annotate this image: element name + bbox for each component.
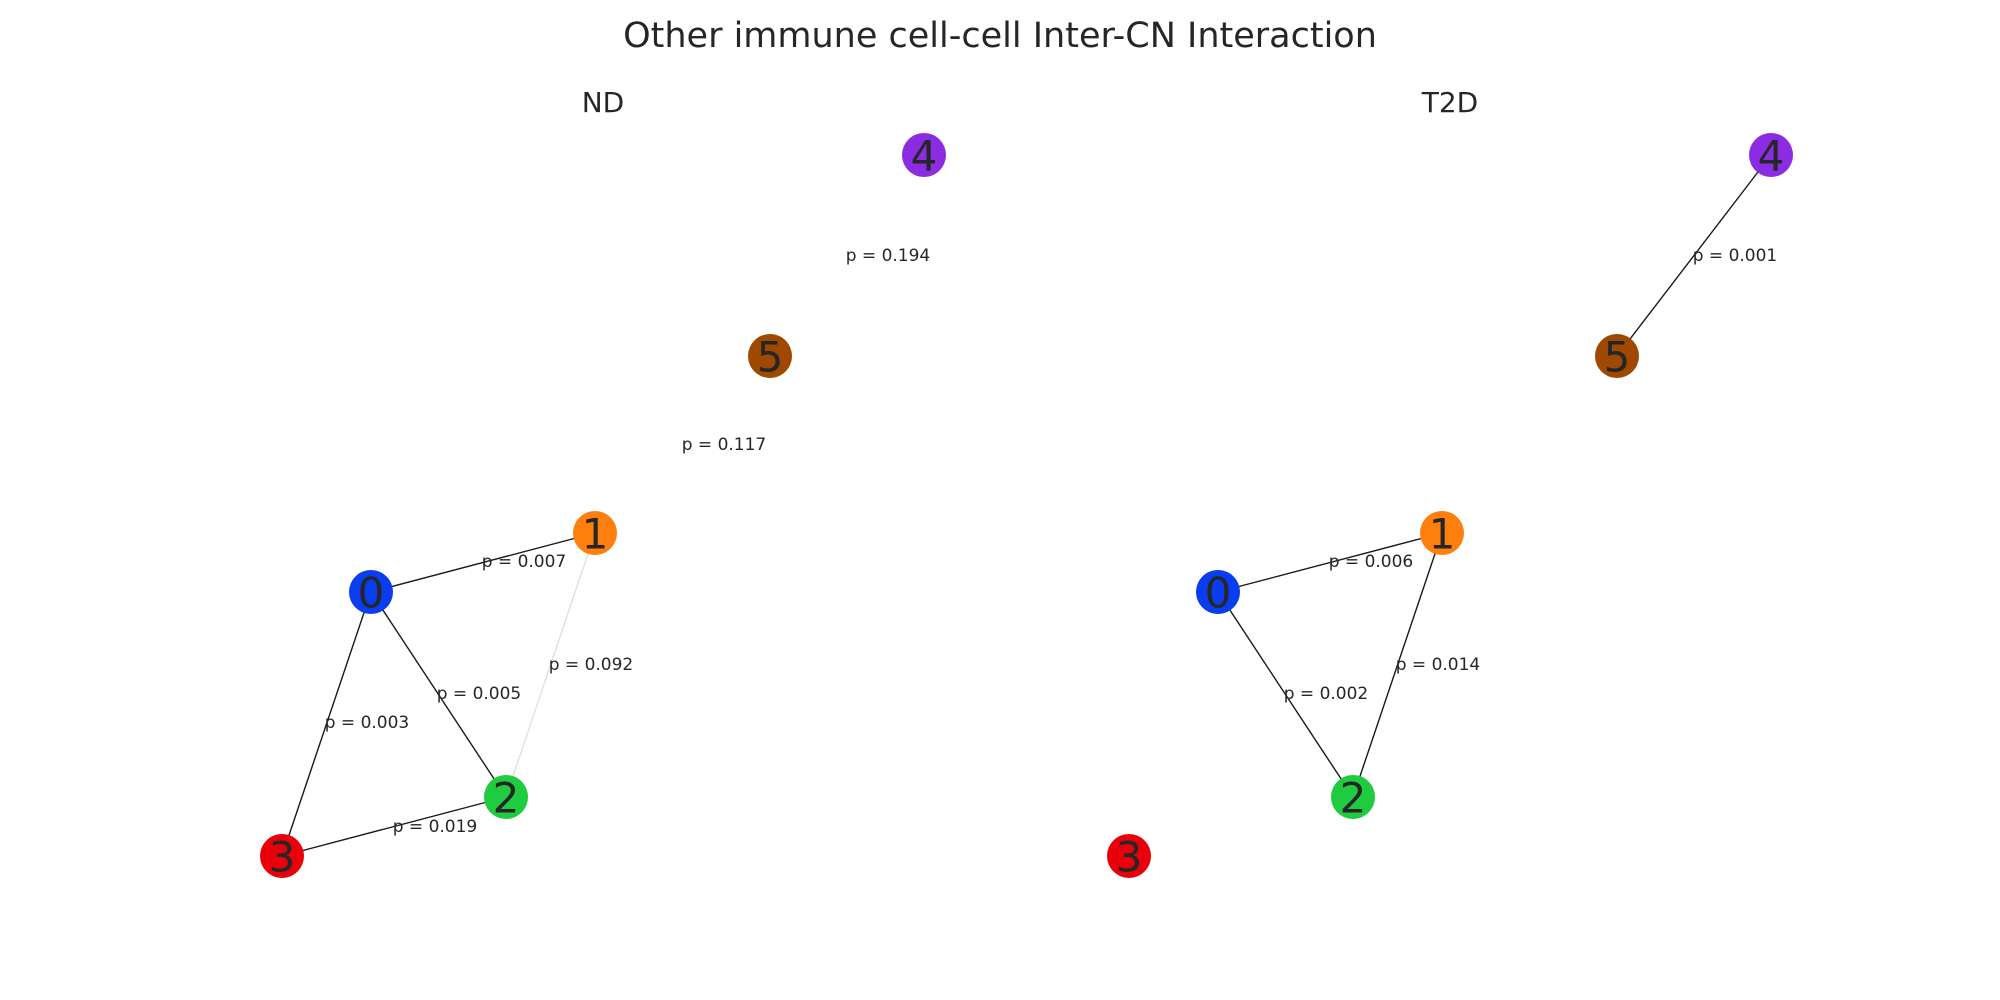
node-3: 3	[1107, 833, 1151, 882]
edge-0-3	[281, 591, 372, 857]
edge-label-1-2: p = 0.092	[549, 655, 634, 675]
node-label-5: 5	[1604, 333, 1631, 382]
edge-labels: p = 0.007 p = 0.005 p = 0.003 p = 0.092 p = …	[325, 246, 931, 837]
node-2: 2	[1331, 774, 1375, 823]
nodes: 0 1 2 3 4 5	[1107, 132, 1793, 882]
panel-title: ND	[582, 86, 625, 119]
edge-0-1	[370, 532, 596, 593]
edge-label-2-3: p = 0.019	[393, 817, 478, 837]
node-circle-5	[1595, 334, 1639, 378]
edge-label-0-3: p = 0.003	[325, 713, 410, 733]
node-0: 0	[349, 569, 393, 618]
node-label-1: 1	[582, 510, 609, 559]
node-5: 5	[1595, 333, 1639, 382]
node-label-1: 1	[1429, 510, 1456, 559]
node-label-0: 0	[1205, 569, 1232, 618]
edges	[1217, 154, 1772, 798]
node-4: 4	[902, 132, 946, 181]
edge-label-0-2: p = 0.002	[1284, 684, 1369, 704]
edge-label-0-2: p = 0.005	[437, 684, 522, 704]
edge-0-1	[1217, 532, 1443, 593]
edge-label-1-5: p = 0.117	[682, 435, 767, 455]
edge-label-0-1: p = 0.006	[1329, 552, 1414, 572]
node-circle-3	[1107, 834, 1151, 878]
edge-label-5-4: p = 0.194	[846, 246, 931, 266]
node-circle-2	[1331, 775, 1375, 819]
node-circle-2	[484, 775, 528, 819]
node-label-3: 3	[1116, 833, 1143, 882]
node-1: 1	[1420, 510, 1464, 559]
edge-label-1-2: p = 0.014	[1396, 655, 1481, 675]
node-circle-5	[748, 334, 792, 378]
node-2: 2	[484, 774, 528, 823]
node-circle-4	[1749, 133, 1793, 177]
figure-title: Other immune cell-cell Inter-CN Interact…	[623, 16, 1377, 56]
node-circle-0	[1196, 570, 1240, 614]
edge-0-2	[370, 591, 507, 798]
node-label-5: 5	[757, 333, 784, 382]
edge-2-3	[281, 796, 507, 857]
edge-labels: p = 0.006 p = 0.002 p = 0.014 p = 0.001	[1284, 246, 1778, 704]
node-label-2: 2	[1340, 774, 1367, 823]
node-circle-4	[902, 133, 946, 177]
node-circle-3	[260, 834, 304, 878]
node-label-4: 4	[911, 132, 938, 181]
node-0: 0	[1196, 569, 1240, 618]
node-1: 1	[573, 510, 617, 559]
edge-label-0-1: p = 0.007	[482, 552, 567, 572]
node-label-0: 0	[358, 569, 385, 618]
node-3: 3	[260, 833, 304, 882]
edge-5-4	[1616, 154, 1772, 357]
node-circle-1	[573, 511, 617, 555]
node-label-2: 2	[493, 774, 520, 823]
edge-1-2	[1352, 532, 1443, 798]
node-label-3: 3	[269, 833, 296, 882]
edge-1-2	[505, 532, 596, 798]
node-circle-0	[349, 570, 393, 614]
node-5: 5	[748, 333, 792, 382]
edges	[281, 532, 596, 857]
nodes: 0 1 2 3 4 5	[260, 132, 946, 882]
node-label-4: 4	[1758, 132, 1785, 181]
edge-label-5-4: p = 0.001	[1693, 246, 1778, 266]
panel-title: T2D	[1421, 86, 1478, 119]
node-circle-1	[1420, 511, 1464, 555]
edge-0-2	[1217, 591, 1354, 798]
node-4: 4	[1749, 132, 1793, 181]
